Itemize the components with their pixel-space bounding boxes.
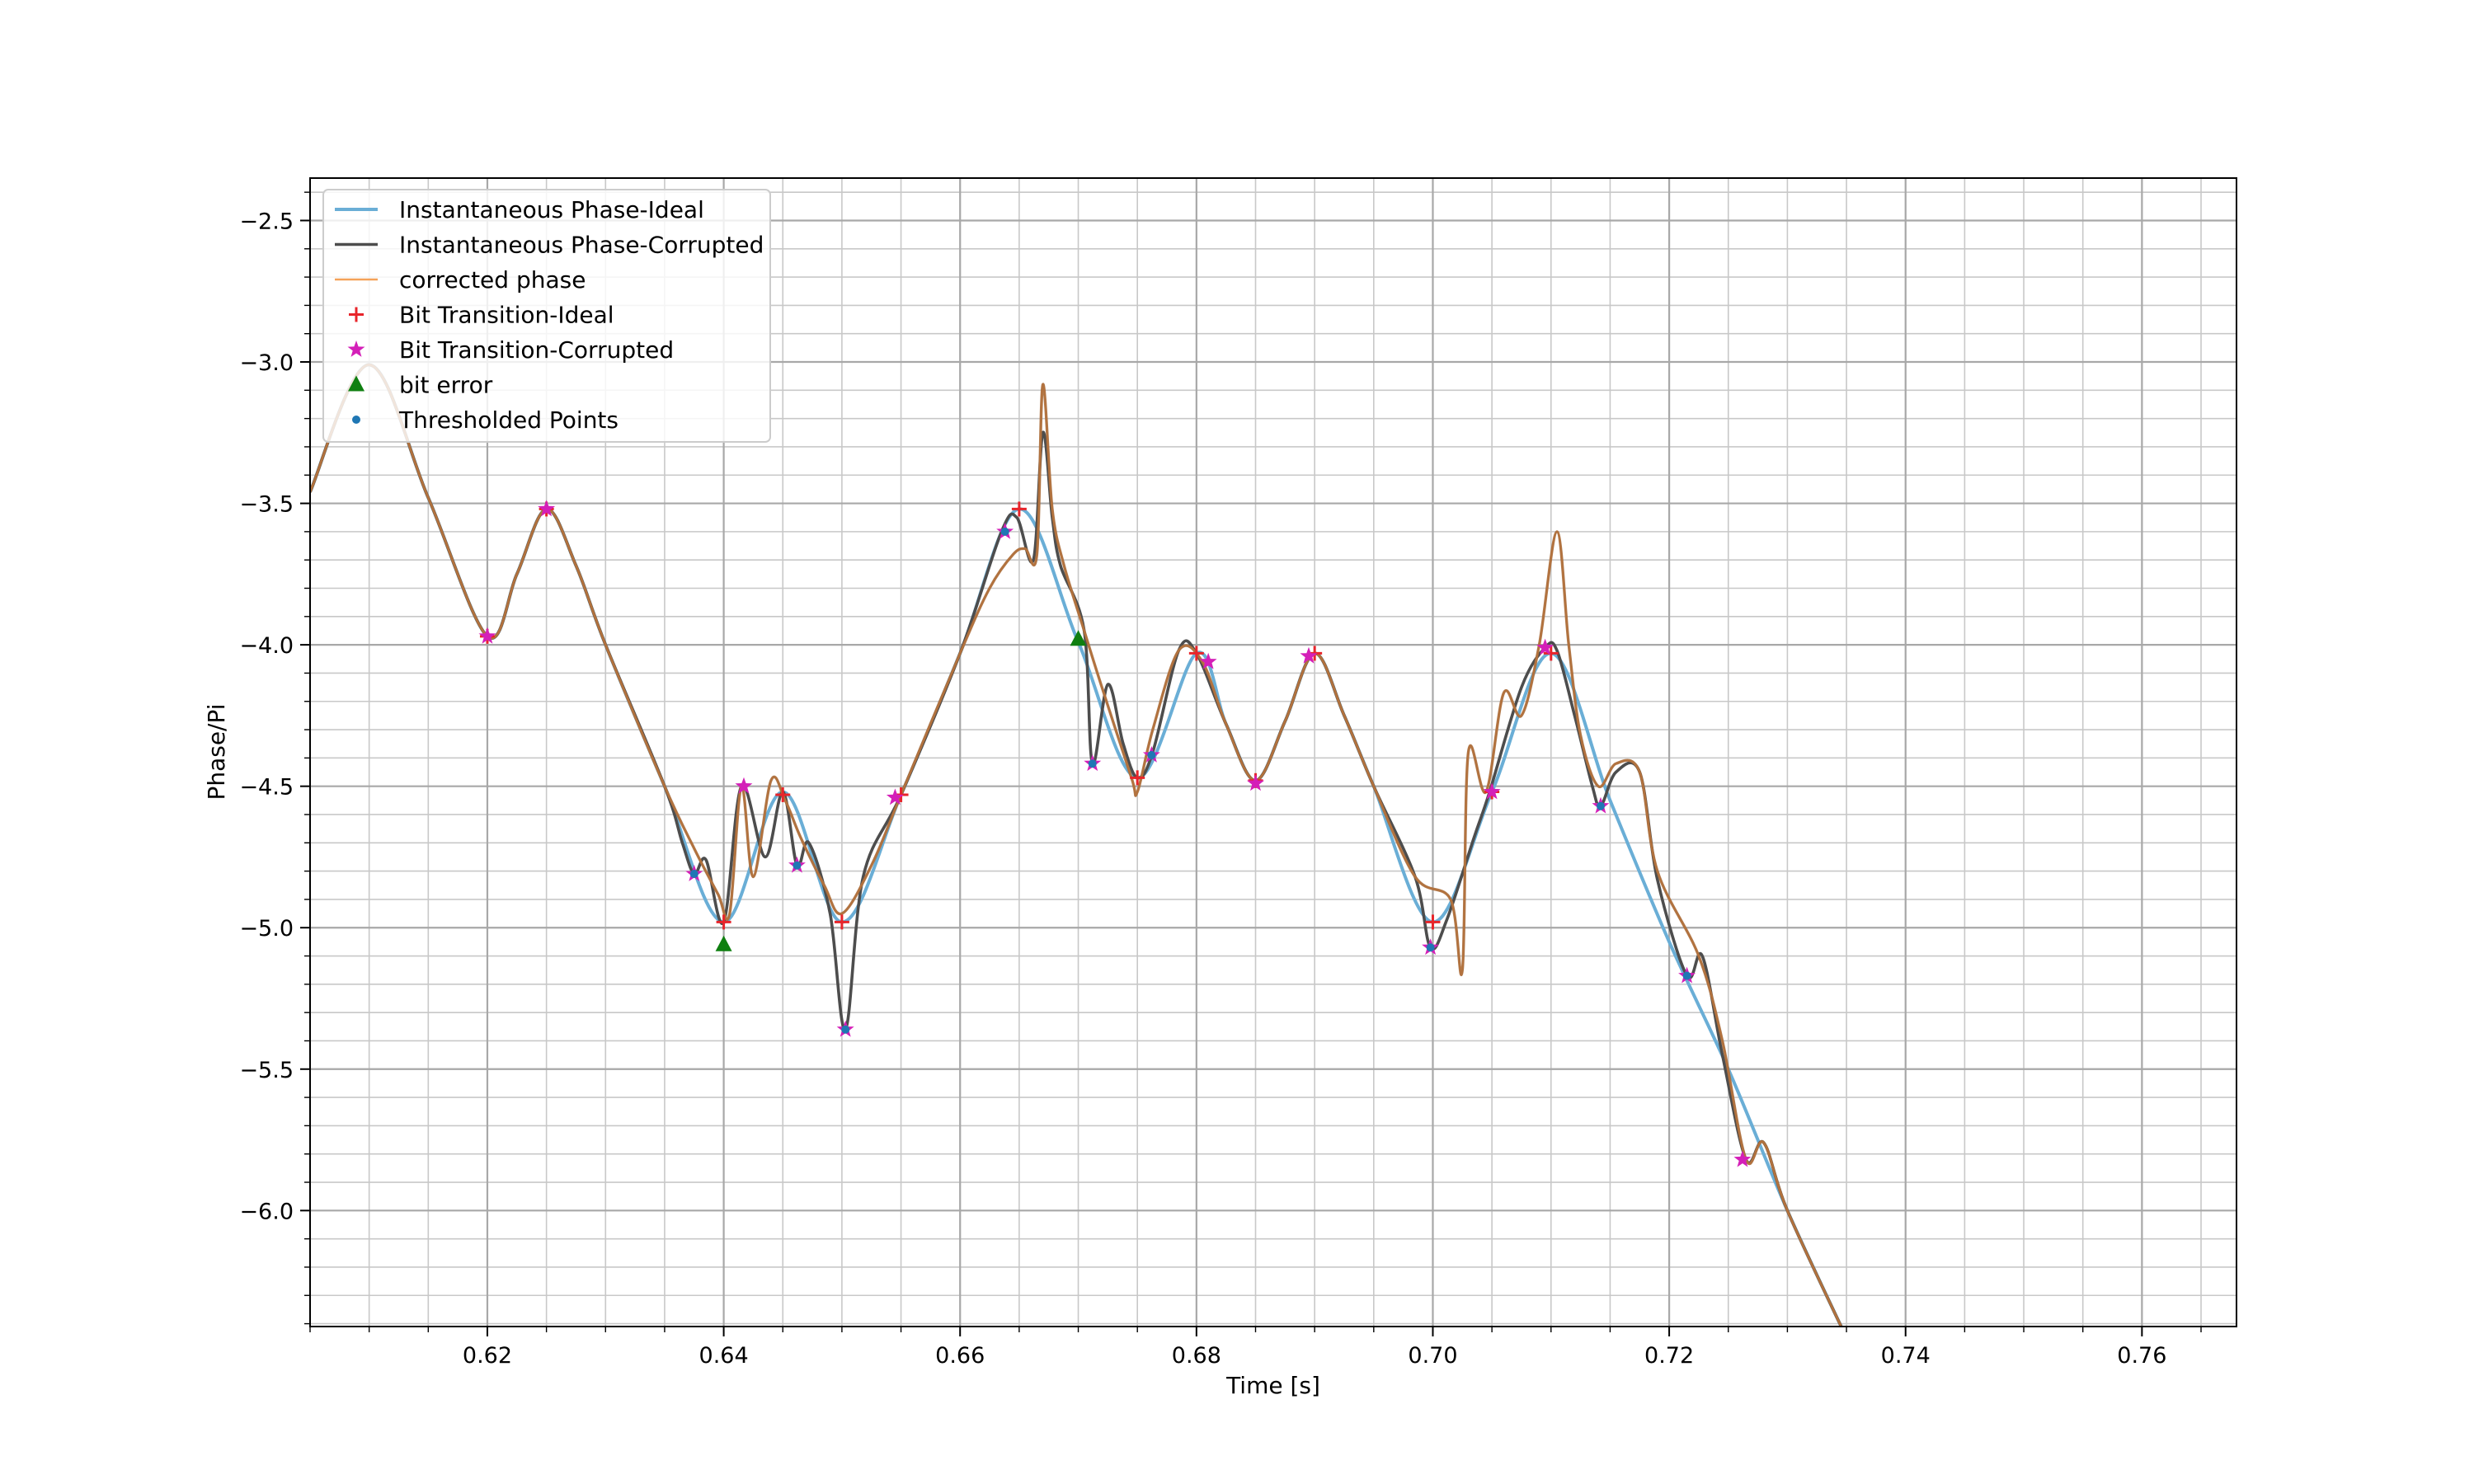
corrected-phase-overlay-line — [310, 363, 1843, 1327]
legend-entry: Instantaneous Phase-Corrupted — [335, 232, 764, 259]
series-3-point — [1130, 770, 1145, 786]
legend-label: corrected phase — [399, 266, 586, 294]
series-6-point — [841, 1025, 850, 1034]
series-3-point — [1425, 914, 1441, 930]
legend-label: Bit Transition-Ideal — [399, 302, 614, 329]
legend-entry: Bit Transition-Ideal — [349, 302, 614, 329]
y-tick-label: −6.0 — [239, 1199, 294, 1224]
series-6-point — [1682, 971, 1691, 980]
y-tick-label: −2.5 — [239, 209, 294, 234]
series-6-point — [1426, 943, 1435, 952]
series-3-point — [716, 914, 731, 930]
series-6-point — [793, 861, 802, 870]
series-6-point — [1000, 527, 1009, 536]
series-4-point — [1483, 782, 1501, 800]
axis-ticks: 0.62 0.64 0.66 0.68 0.70 0.72 0.74 0.76 −2.5 −3.0… — [239, 191, 2202, 1369]
series-4-point — [1300, 646, 1318, 664]
legend-label: Bit Transition-Corrupted — [399, 336, 674, 364]
series-4-point — [1733, 1150, 1752, 1167]
x-tick-label: 0.64 — [699, 1343, 749, 1369]
series-3-point — [834, 914, 849, 930]
legend-label: Instantaneous Phase-Ideal — [399, 196, 704, 223]
legend-marker-swatch — [348, 375, 365, 392]
x-tick-label: 0.66 — [935, 1343, 985, 1369]
y-axis-label: Phase/Pi — [203, 703, 230, 800]
legend-entry: corrected phase — [335, 266, 586, 294]
x-axis-label: Time [s] — [1225, 1372, 1320, 1399]
series-4-point — [1199, 652, 1217, 669]
x-tick-label: 0.62 — [463, 1343, 512, 1369]
y-tick-label: −3.0 — [239, 350, 294, 376]
legend-marker-swatch — [347, 340, 365, 357]
series-4-point — [1247, 774, 1264, 791]
legend-marker-swatch — [349, 307, 364, 322]
legend-entry: Thresholded Points — [352, 406, 618, 434]
series-5-point — [715, 935, 732, 951]
legend-label: bit error — [399, 372, 493, 399]
series-3-point — [1543, 646, 1559, 661]
legend-entry: Bit Transition-Corrupted — [347, 336, 674, 364]
y-tick-label: −4.0 — [239, 633, 294, 659]
x-tick-label: 0.70 — [1408, 1343, 1457, 1369]
series-3-point — [1011, 501, 1027, 517]
x-tick-label: 0.76 — [2117, 1343, 2166, 1369]
y-tick-label: −5.0 — [239, 916, 294, 942]
series-4-point — [478, 627, 496, 644]
series-4-point — [735, 777, 753, 794]
plot-frame — [309, 177, 2237, 1327]
y-tick-label: −4.5 — [239, 775, 294, 801]
series-5-point — [1070, 630, 1087, 646]
series-6-point — [1596, 801, 1605, 810]
series-layer — [310, 363, 1843, 1327]
legend-entry: bit error — [348, 372, 493, 399]
x-tick-label: 0.68 — [1172, 1343, 1221, 1369]
legend-label: Thresholded Points — [398, 406, 618, 434]
series-4-point — [1536, 638, 1554, 655]
series-6-point — [1147, 750, 1156, 759]
y-tick-label: −3.5 — [239, 492, 294, 518]
x-tick-label: 0.74 — [1881, 1343, 1931, 1369]
series-6-point — [1088, 759, 1097, 768]
legend: Instantaneous Phase-Ideal Instantaneous P… — [322, 189, 771, 443]
series-6-point — [689, 870, 698, 879]
series-4-point — [886, 788, 904, 805]
legend-marker-swatch — [352, 416, 360, 424]
x-tick-label: 0.72 — [1644, 1343, 1694, 1369]
series-3-point — [1188, 646, 1204, 661]
series-4-point — [538, 500, 556, 517]
legend-label: Instantaneous Phase-Corrupted — [399, 232, 764, 259]
series-3-point — [775, 787, 791, 802]
y-tick-label: −5.5 — [239, 1058, 294, 1083]
legend-entry: Instantaneous Phase-Ideal — [335, 196, 704, 223]
legend-box — [322, 189, 771, 443]
